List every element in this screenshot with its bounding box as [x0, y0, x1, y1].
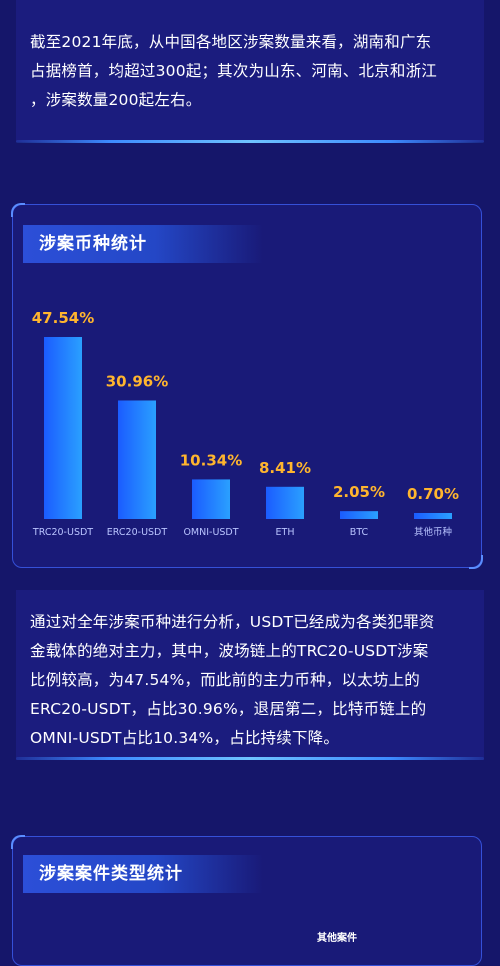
intro-line: ，涉案数量200起左右。 — [30, 91, 202, 109]
bar-4 — [340, 511, 378, 519]
intro-paragraph: 截至2021年底，从中国各地区涉案数量来看，湖南和广东 占据榜首，均超过300起… — [16, 0, 484, 142]
bar-2 — [192, 479, 230, 519]
bar-value-label: 0.70% — [407, 485, 459, 503]
analysis-line: 比例较高，为47.54%，而此前的主力币种，以太坊上的 — [30, 671, 421, 689]
x-tick-label: ERC20-USDT — [107, 527, 168, 538]
bar-1 — [118, 400, 156, 519]
section-divider — [16, 757, 484, 760]
analysis-paragraph: 通过对全年涉案币种进行分析，USDT已经成为各类犯罪资 金载体的绝对主力，其中，… — [16, 590, 484, 760]
currency-chart-card: 涉案币种统计 47.54% TRC20-USDT 30.96% ERC20-USDT 1… — [11, 203, 483, 569]
bar-3 — [266, 486, 304, 519]
analysis-line: 金载体的绝对主力，其中，波场链上的TRC20-USDT涉案 — [30, 642, 429, 660]
bar-0 — [44, 337, 82, 519]
analysis-line: OMNI-USDT占比10.34%，占比持续下降。 — [30, 729, 340, 747]
x-tick-label: OMNI-USDT — [183, 527, 238, 538]
x-tick-label: BTC — [350, 527, 369, 538]
analysis-line: 通过对全年涉案币种进行分析，USDT已经成为各类犯罪资 — [30, 613, 435, 631]
bar-5 — [414, 513, 452, 519]
card-corner-decoration — [11, 835, 25, 849]
bars-layer: 47.54% TRC20-USDT 30.96% ERC20-USDT 10.34% OM… — [32, 309, 459, 538]
x-tick-label: ETH — [276, 527, 295, 538]
case-type-card: 涉案案件类型统计 其他案件 — [11, 835, 482, 966]
partial-case-label: 其他案件 — [317, 933, 357, 944]
currency-bar-chart: 47.54% TRC20-USDT 30.96% ERC20-USDT 10.34% OM… — [32, 309, 459, 538]
intro-line: 截至2021年底，从中国各地区涉案数量来看，湖南和广东 — [30, 33, 432, 51]
section-divider — [16, 140, 484, 143]
bar-value-label: 10.34% — [180, 451, 242, 469]
x-tick-label: 其他币种 — [414, 526, 452, 538]
x-tick-label: TRC20-USDT — [32, 527, 93, 538]
case-section-title: 涉案案件类型统计 — [23, 855, 263, 893]
bar-value-label: 2.05% — [333, 483, 385, 501]
intro-line: 占据榜首，均超过300起；其次为山东、河南、北京和浙江 — [30, 62, 437, 80]
bar-value-label: 8.41% — [259, 459, 311, 477]
bar-value-label: 47.54% — [32, 309, 94, 327]
card-corner-decoration — [11, 203, 25, 217]
card-corner-decoration — [469, 555, 483, 569]
chart-section-title: 涉案币种统计 — [23, 225, 263, 263]
bar-value-label: 30.96% — [106, 372, 168, 390]
analysis-line: ERC20-USDT，占比30.96%，退居第二，比特币链上的 — [30, 700, 427, 718]
